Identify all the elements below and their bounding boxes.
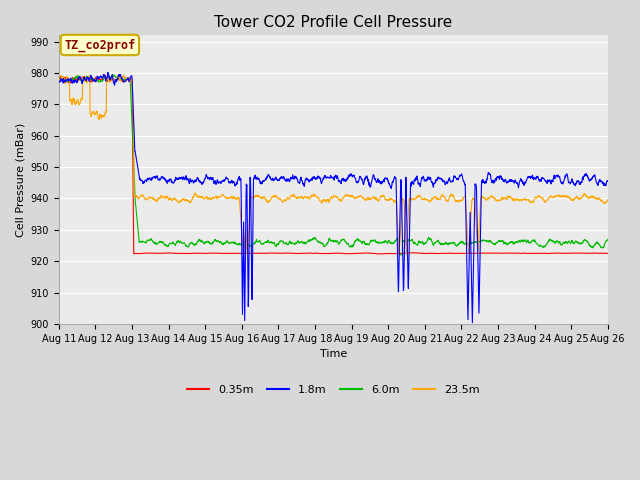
X-axis label: Time: Time bbox=[319, 349, 347, 359]
Y-axis label: Cell Pressure (mBar): Cell Pressure (mBar) bbox=[15, 122, 25, 237]
Text: TZ_co2prof: TZ_co2prof bbox=[64, 38, 136, 52]
Title: Tower CO2 Profile Cell Pressure: Tower CO2 Profile Cell Pressure bbox=[214, 15, 452, 30]
Legend: 0.35m, 1.8m, 6.0m, 23.5m: 0.35m, 1.8m, 6.0m, 23.5m bbox=[182, 380, 484, 399]
